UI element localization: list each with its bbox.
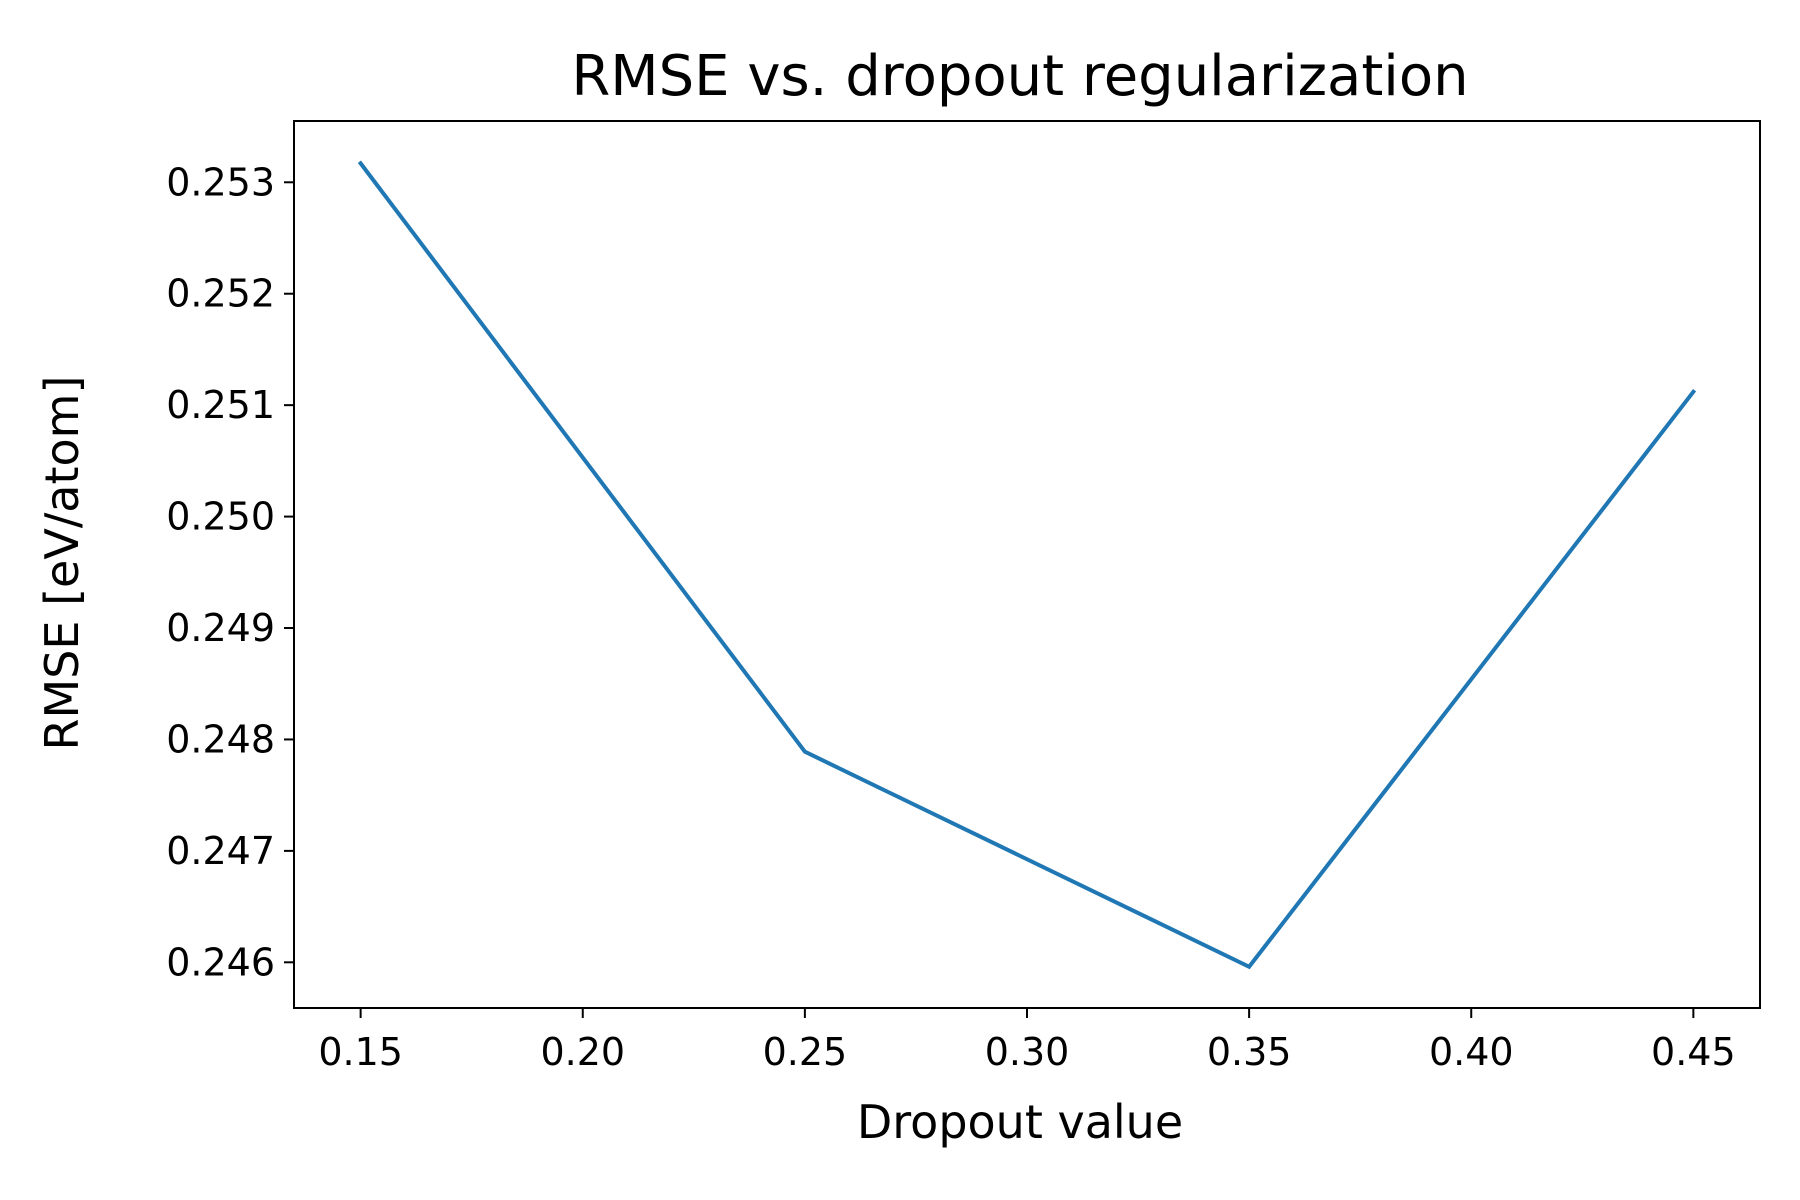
x-tick-label: 0.40 [1429,1030,1514,1074]
y-tick-label: 0.253 [166,160,275,204]
x-tick-label: 0.35 [1207,1030,1292,1074]
y-tick-label: 0.251 [166,383,275,427]
y-tick-label: 0.249 [166,606,275,650]
y-tick-label: 0.250 [166,495,275,539]
x-tick-label: 0.45 [1651,1030,1736,1074]
y-tick-label: 0.248 [166,717,275,761]
y-tick-label: 0.247 [166,829,275,873]
x-tick-label: 0.25 [763,1030,848,1074]
series-line [357,160,1697,970]
x-tick-label: 0.30 [985,1030,1070,1074]
chart-title: RMSE vs. dropout regularization [571,44,1468,109]
x-tick-label: 0.15 [318,1030,403,1074]
y-tick-label: 0.252 [166,272,275,316]
y-axis-label: RMSE [eV/atom] [35,376,89,751]
x-axis-label: Dropout value [857,1095,1183,1149]
y-tick-label: 0.246 [166,940,275,984]
x-tick-label: 0.20 [540,1030,625,1074]
plot-area: 0.15 0.20 0.25 0.30 0.35 0.40 0.45 0.246 0.247 0.… [166,120,1761,1074]
